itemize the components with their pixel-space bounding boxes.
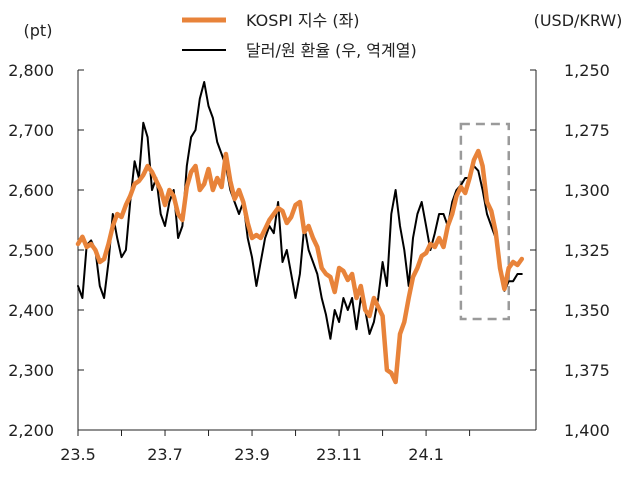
left-axis-unit: (pt) — [24, 21, 53, 40]
right-tick-label: 1,275 — [564, 121, 610, 140]
series-layer — [75, 81, 525, 385]
x-tick-label: 23.11 — [316, 445, 362, 464]
left-tick-label: 2,400 — [8, 301, 54, 320]
left-tick-label: 2,300 — [8, 361, 54, 380]
right-tick-label: 1,325 — [564, 241, 610, 260]
right-tick-label: 1,300 — [564, 181, 610, 200]
legend: KOSPI 지수 (좌) 달러/원 환율 (우, 역계열) — [182, 11, 417, 60]
right-axis-unit: (USD/KRW) — [534, 11, 622, 30]
right-tick-label: 1,350 — [564, 301, 610, 320]
axes: 2,200 2,300 2,400 2,500 2,600 2,700 2,800 1,250… — [8, 61, 610, 464]
left-tick-label: 2,800 — [8, 61, 54, 80]
left-tick-label: 2,200 — [8, 421, 54, 440]
left-tick-label: 2,700 — [8, 121, 54, 140]
kospi-series-line — [75, 148, 525, 385]
highlight-box — [459, 122, 510, 321]
x-tick-label: 23.7 — [147, 445, 183, 464]
highlight-box-group — [459, 122, 510, 321]
x-tick-label: 23.5 — [60, 445, 96, 464]
legend-label-kospi: KOSPI 지수 (좌) — [246, 11, 360, 30]
x-tick-label: 24.1 — [408, 445, 444, 464]
legend-label-usdkrw: 달러/원 환율 (우, 역계열) — [246, 41, 417, 60]
right-tick-label: 1,400 — [564, 421, 610, 440]
right-tick-label: 1,250 — [564, 61, 610, 80]
left-tick-label: 2,600 — [8, 181, 54, 200]
x-tick-label: 23.9 — [234, 445, 270, 464]
right-tick-label: 1,375 — [564, 361, 610, 380]
left-tick-label: 2,500 — [8, 241, 54, 260]
